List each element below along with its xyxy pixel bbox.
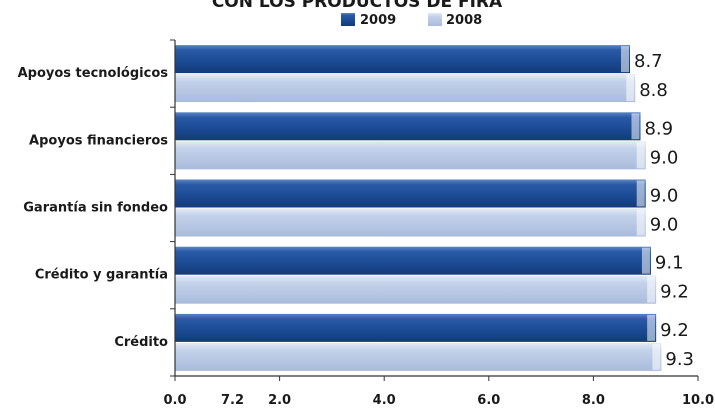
- category-label: Garantía sin fondeo: [23, 201, 168, 216]
- legend-swatch-2008: [428, 13, 442, 26]
- x-tick-label: 2.0: [268, 393, 291, 408]
- bar-2009: [175, 112, 641, 141]
- data-label: 9.0: [650, 215, 679, 236]
- x-tick-label: 8.0: [582, 393, 605, 408]
- x-tick-label: 0.0: [163, 393, 186, 408]
- category-label: Crédito: [114, 335, 168, 350]
- bar-highlight: [647, 276, 656, 303]
- category-label: Crédito y garantía: [35, 268, 168, 283]
- bar-2009: [175, 179, 646, 208]
- bar-highlight: [631, 113, 640, 140]
- bar-highlight: [626, 75, 635, 102]
- data-label: 8.7: [634, 51, 663, 72]
- bar-highlight: [647, 314, 656, 341]
- chart-title: CON LOS PRODUCTOS DE FIRA: [212, 0, 503, 12]
- plot-area: Apoyos tecnológicos 8.7 8.8 Apoyos financie…: [18, 39, 714, 408]
- x-tick-label: 4.0: [373, 393, 396, 408]
- legend-swatch-2009: [341, 13, 355, 26]
- x-tick-label: 6.0: [477, 393, 500, 408]
- data-label: 9.2: [660, 282, 689, 303]
- bar-highlight: [636, 209, 645, 236]
- category-label: Apoyos financieros: [29, 133, 168, 148]
- bar-2009: [175, 246, 651, 275]
- bar-2008: [175, 342, 662, 371]
- bar-2008: [175, 74, 636, 103]
- bar-2008: [175, 275, 657, 304]
- bar-highlight: [652, 343, 661, 370]
- data-label: 9.2: [660, 320, 689, 341]
- x-tick-label: 10.0: [682, 393, 714, 408]
- data-label: 9.0: [650, 186, 679, 207]
- bar-2009: [175, 313, 657, 342]
- legend-label-2009: 2009: [360, 13, 396, 28]
- bar-2008: [175, 208, 646, 237]
- bar-2008: [175, 141, 646, 170]
- data-label: 8.8: [639, 80, 668, 101]
- bar-highlight: [636, 142, 645, 169]
- legend-label-2008: 2008: [446, 13, 482, 28]
- x-tick-label: 7.2: [221, 393, 244, 408]
- data-label: 9.0: [650, 147, 679, 168]
- bar-2009: [175, 45, 631, 74]
- data-label: 9.3: [665, 349, 694, 370]
- legend: 2009 2008: [341, 13, 482, 28]
- data-label: 9.1: [655, 253, 684, 274]
- bar-highlight: [621, 46, 630, 73]
- data-label: 8.9: [644, 118, 673, 139]
- category-label: Apoyos tecnológicos: [18, 66, 169, 81]
- bar-highlight: [636, 180, 645, 207]
- bar-highlight: [641, 247, 650, 274]
